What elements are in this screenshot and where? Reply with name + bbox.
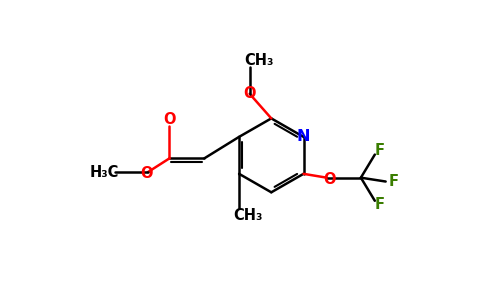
Text: O: O: [323, 172, 335, 187]
Text: CH₃: CH₃: [244, 53, 273, 68]
Text: O: O: [243, 86, 256, 101]
Text: F: F: [375, 197, 384, 212]
Text: O: O: [163, 112, 176, 128]
Text: O: O: [141, 166, 153, 181]
Text: CH₃: CH₃: [234, 208, 263, 223]
Text: H₃C: H₃C: [90, 165, 119, 180]
Text: F: F: [375, 143, 384, 158]
Text: F: F: [389, 174, 398, 189]
Text: N: N: [297, 129, 310, 144]
